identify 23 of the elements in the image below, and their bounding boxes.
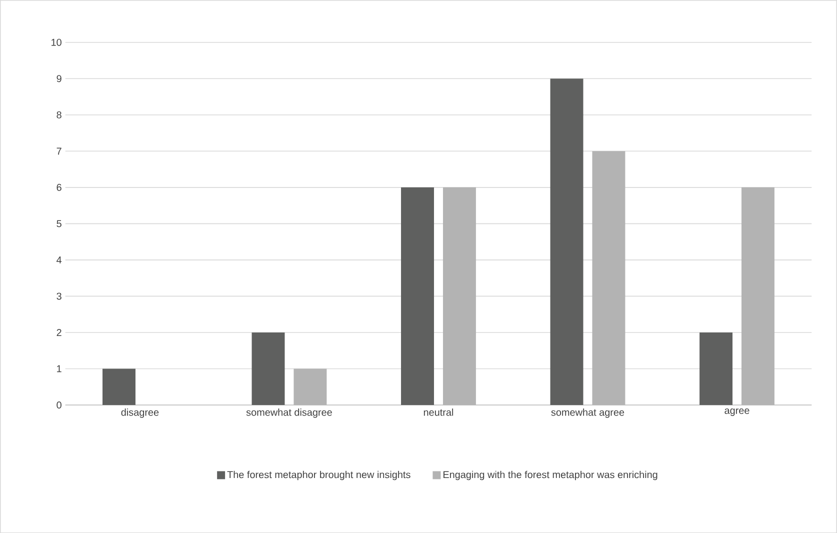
y-tick-label: 3	[56, 292, 62, 300]
x-tick-label: somewhat disagree	[246, 408, 332, 418]
y-tick-label: 6	[56, 184, 62, 191]
x-tick-label: disagree	[121, 408, 159, 418]
bar	[700, 332, 732, 405]
x-tick-label: neutral	[424, 408, 454, 416]
y-tick-label: 4	[56, 256, 62, 264]
y-tick-label: 7	[56, 148, 62, 154]
bar	[550, 78, 584, 405]
bar	[401, 187, 434, 405]
y-tick-label: 9	[56, 74, 62, 82]
y-tick-label: 2	[56, 328, 62, 336]
legend-label: Engaging with the forest metaphor was enriching	[443, 470, 658, 480]
y-tick-label: 10	[52, 38, 62, 46]
x-tick-label: agree	[724, 408, 750, 416]
bar	[252, 332, 285, 405]
bar	[102, 368, 136, 405]
y-tick-label: 0	[56, 401, 62, 408]
y-tick-label: 8	[56, 111, 62, 118]
y-tick-label: 1	[57, 365, 62, 372]
y-tick-label: 5	[56, 220, 62, 228]
legend-label: The forest metaphor brought new insights	[227, 470, 410, 480]
x-tick-label: somewhat agree	[551, 408, 624, 418]
